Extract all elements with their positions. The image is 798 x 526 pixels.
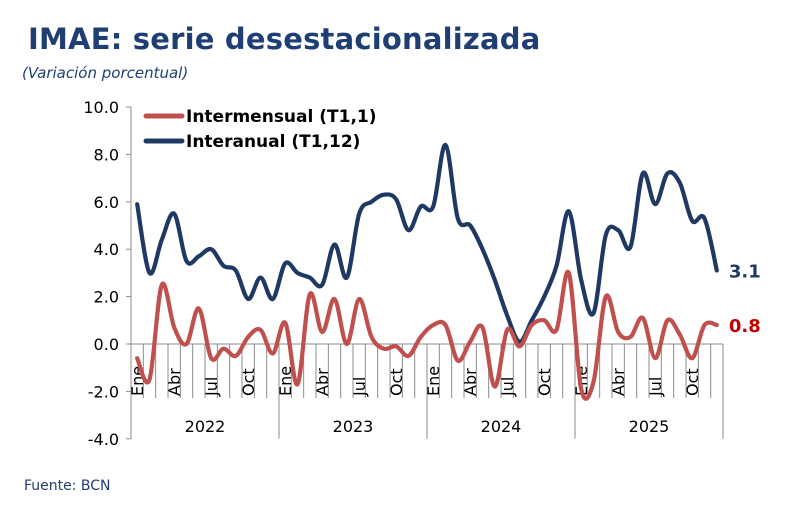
x-year-label: 2024 <box>481 417 522 436</box>
end-label-intermensual: 0.8 <box>729 316 761 337</box>
x-month-label: Oct <box>535 368 554 396</box>
x-month-label: Abr <box>165 368 184 396</box>
y-tick-label: 4.0 <box>94 240 119 259</box>
legend: Intermensual (T1,1) Interanual (T1,12) <box>143 107 377 152</box>
x-month-label: Ene <box>276 366 295 396</box>
y-tick-label: -2.0 <box>88 382 119 401</box>
y-tick-label: 6.0 <box>94 193 119 212</box>
series-lines <box>135 142 719 401</box>
x-month-label: Abr <box>609 368 628 396</box>
chart-subtitle: (Variación porcentual) <box>22 64 189 82</box>
x-year-label: 2023 <box>333 417 374 436</box>
y-tick-label: 10.0 <box>83 98 119 117</box>
y-tick-label: 0.0 <box>94 335 119 354</box>
source-note: Fuente: BCN <box>24 478 111 494</box>
x-month-label: Abr <box>461 368 480 396</box>
axes: 10.0 8.0 6.0 4.0 2.0 0.0 -2.0 -4.0 Ene Abr Jul Oct E… <box>83 98 724 449</box>
x-month-label: Ene <box>424 366 443 396</box>
x-month-label: Abr <box>313 368 332 396</box>
end-label-interanual: 3.1 <box>729 262 761 283</box>
x-year-label: 2025 <box>629 417 670 436</box>
x-month-label: Jul <box>646 377 665 397</box>
x-month-label: Jul <box>498 377 517 397</box>
x-month-label: Jul <box>202 377 221 397</box>
x-month-label: Oct <box>683 368 702 396</box>
legend-label-intermensual: Intermensual (T1,1) <box>186 107 377 127</box>
y-tick-label: 8.0 <box>94 145 119 164</box>
x-year-label: 2022 <box>185 417 226 436</box>
series-line-interanual <box>135 142 719 344</box>
end-labels: 3.1 0.8 <box>729 262 761 338</box>
x-month-label: Oct <box>239 368 258 396</box>
x-month-label: Oct <box>387 368 406 396</box>
series-line-intermensual <box>135 269 719 401</box>
legend-label-interanual: Interanual (T1,12) <box>186 132 360 152</box>
x-month-label: Jul <box>350 377 369 397</box>
chart-title: IMAE: serie desestacionalizada <box>28 22 541 56</box>
y-tick-label: -4.0 <box>88 430 119 449</box>
y-tick-label: 2.0 <box>94 288 119 307</box>
